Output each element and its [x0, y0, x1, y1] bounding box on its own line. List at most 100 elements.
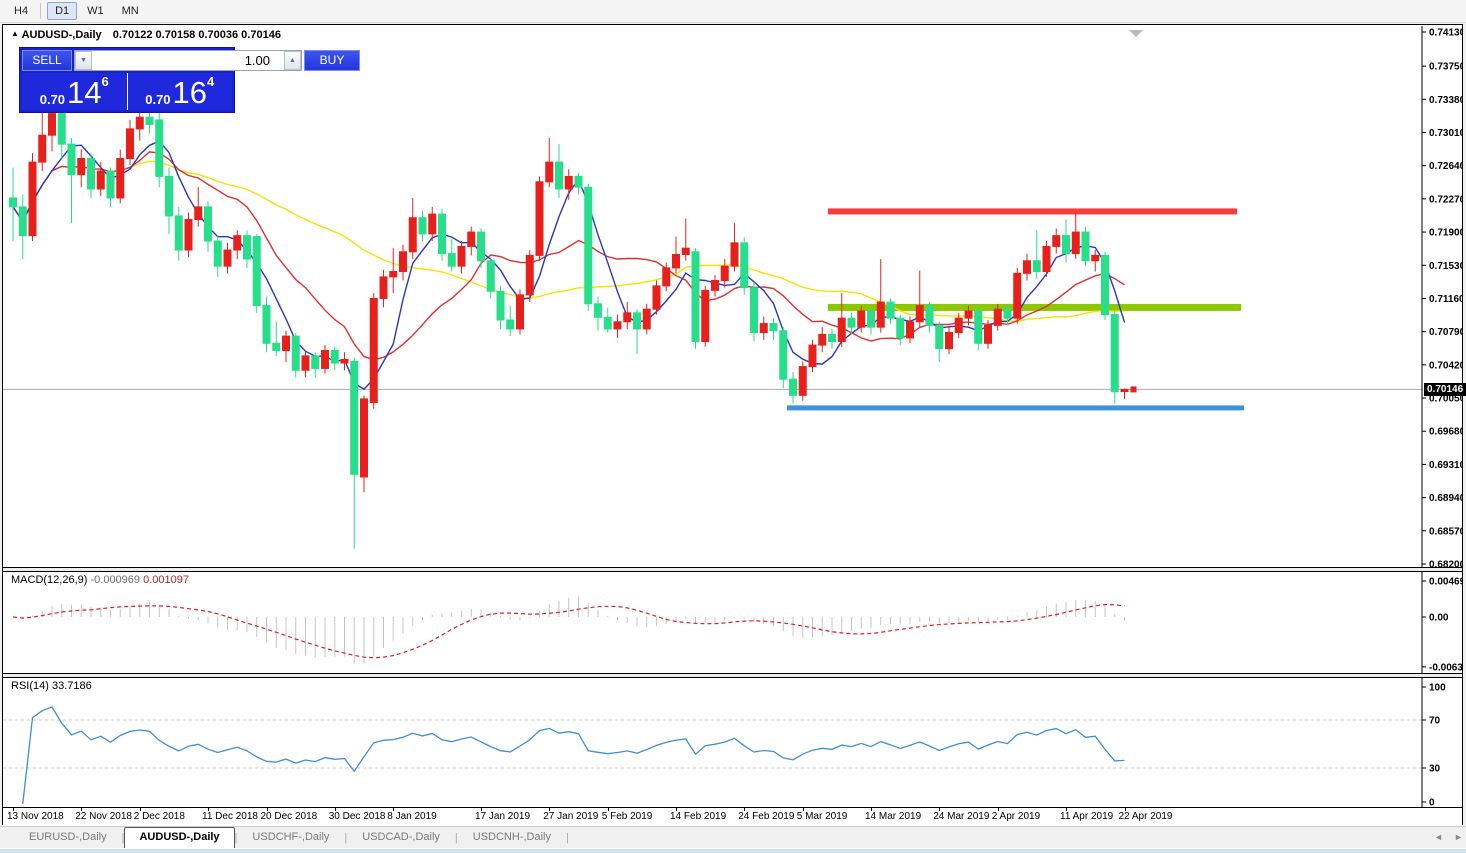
time-axis[interactable]: 13 Nov 2018 22 Nov 2018 2 Dec 2018 11 Dec 2…: [3, 807, 1462, 826]
candle-body: [662, 267, 671, 287]
candle-body: [925, 305, 934, 326]
tab-separator: |: [566, 831, 569, 844]
date-tick: [139, 808, 141, 811]
price-tick-label: 0.69310: [1429, 460, 1462, 471]
volume-increase-button[interactable]: ▲: [284, 51, 301, 70]
candle-body: [935, 324, 944, 350]
candle-body: [389, 271, 398, 278]
scroll-to-end-icon: [1129, 30, 1143, 37]
macd-tick-label: -0.00639: [1429, 662, 1462, 673]
candle-body: [408, 217, 417, 253]
candle-body: [701, 289, 710, 343]
pane-splitter-rsi[interactable]: [3, 673, 1462, 678]
candle-body: [360, 398, 368, 478]
candle-body: [798, 366, 807, 396]
tab-separator: |: [234, 831, 238, 844]
candle-body: [447, 253, 456, 267]
price-tick-label: 0.72270: [1429, 194, 1462, 205]
candle-body: [18, 206, 27, 237]
date-tick: [744, 808, 746, 811]
macd-pane[interactable]: 0.004694 0.00 -0.00639: [3, 572, 1462, 673]
date-label: 24 Feb 2019: [738, 811, 795, 822]
candle-body: [1101, 254, 1109, 316]
price-tick-label: 0.71530: [1429, 261, 1462, 272]
timeframe-button-w1[interactable]: W1: [87, 5, 104, 17]
buy-price-display[interactable]: 0.70 16 4: [127, 73, 232, 110]
status-strip: [0, 848, 1466, 853]
chart-tabbar: EURUSD-,Daily | AUDUSD-,Daily | USDCHF-,Dail…: [0, 826, 1466, 848]
pivot-line: [828, 303, 1241, 311]
candle-body: [769, 323, 778, 332]
candle-body: [262, 305, 271, 344]
tab-scroll-right-icon[interactable]: ►: [1454, 832, 1463, 842]
macd-tick-label: 0.00: [1429, 613, 1449, 624]
price-tick-label: 0.70790: [1429, 327, 1462, 338]
candle-body: [1052, 235, 1061, 247]
price-tick-label: 0.73380: [1429, 95, 1462, 106]
chart-title: ▲ AUDUSD-,Daily 0.70122 0.70158 0.70036 …: [11, 29, 281, 41]
date-tick: [481, 808, 482, 811]
candle-body: [486, 260, 495, 292]
chart-window: 0.74130 0.73750 0.73380 0.73010 0.72640 0.722…: [2, 24, 1466, 826]
price-chart-pane[interactable]: 0.74130 0.73750 0.73380 0.73010 0.72640 0.722…: [3, 26, 1462, 567]
chart-tab-usdcnh[interactable]: USDCNH-,Daily: [472, 831, 551, 843]
rsi-tick-label: 0: [1429, 798, 1435, 808]
chart-tab-usdchf[interactable]: USDCHF-,Daily: [252, 831, 330, 843]
date-tick: [871, 808, 872, 811]
price-tick-label: 0.68570: [1429, 526, 1462, 537]
candle-body: [808, 344, 817, 368]
buy-price-pips: 16: [172, 75, 208, 110]
candle-body: [945, 332, 953, 350]
tab-scroll-left-icon[interactable]: ◄: [1434, 832, 1443, 842]
candle-body: [740, 242, 749, 289]
timeframe-toolbar: H4 D1 W1 MN: [0, 0, 1466, 23]
volume-input[interactable]: [92, 51, 284, 70]
candle-body: [1091, 254, 1100, 262]
date-tick: [549, 808, 551, 811]
candle-body: [399, 251, 407, 273]
candle-body: [837, 317, 846, 343]
candle-body: [847, 317, 856, 328]
chart-tab-usdcad[interactable]: USDCAD-,Daily: [362, 831, 440, 843]
chart-tab-audusd[interactable]: AUDUSD-,Daily: [124, 827, 235, 848]
pane-splitter-macd[interactable]: [3, 567, 1462, 572]
timeframe-button-d1[interactable]: D1: [47, 2, 78, 20]
date-tick: [266, 808, 268, 811]
price-tick-label: 0.73750: [1429, 62, 1462, 73]
candle-body: [1042, 245, 1051, 273]
date-tick: [939, 808, 941, 811]
date-label: 14 Feb 2019: [670, 811, 727, 822]
date-label: 2 Apr 2019: [991, 811, 1041, 822]
rsi-label: RSI(14) 33.7186: [11, 680, 92, 692]
buy-button[interactable]: BUY: [304, 50, 360, 71]
symbol-title: AUDUSD-,Daily: [21, 29, 102, 41]
sell-price-display[interactable]: 0.70 14 6: [22, 73, 128, 110]
buy-price-base: 0.70: [145, 92, 171, 107]
tab-separator: |: [454, 831, 458, 844]
rsi-pane[interactable]: 100 70 30 0: [3, 678, 1462, 807]
candle-body: [184, 219, 193, 251]
macd-signal-value: 0.001097: [143, 574, 189, 586]
candle-body: [818, 333, 827, 346]
candle-body: [1003, 308, 1012, 319]
timeframe-button-mn[interactable]: MN: [121, 5, 139, 17]
candle-body: [886, 301, 895, 319]
candle-body: [252, 236, 261, 307]
candle-body: [1120, 388, 1129, 393]
candle-body: [165, 175, 173, 217]
price-tick-label: 0.72640: [1429, 161, 1462, 172]
price-tick-label: 0.70420: [1429, 360, 1462, 371]
candle-body: [1032, 260, 1041, 273]
chart-tab-eurusd[interactable]: EURUSD-,Daily: [29, 831, 107, 843]
sell-button[interactable]: SELL: [22, 50, 72, 71]
candle-body: [535, 181, 544, 256]
candle-body: [564, 175, 573, 190]
sell-price-pips: 14: [67, 75, 102, 110]
tab-separator: |: [344, 831, 348, 844]
candle-body: [720, 265, 729, 282]
rsi-line: [22, 706, 1125, 805]
volume-decrease-button[interactable]: ▼: [75, 51, 92, 70]
collapse-triangle-icon[interactable]: ▲: [11, 29, 19, 38]
timeframe-button-h4[interactable]: H4: [14, 5, 29, 17]
date-label: 11 Dec 2018: [202, 811, 258, 822]
